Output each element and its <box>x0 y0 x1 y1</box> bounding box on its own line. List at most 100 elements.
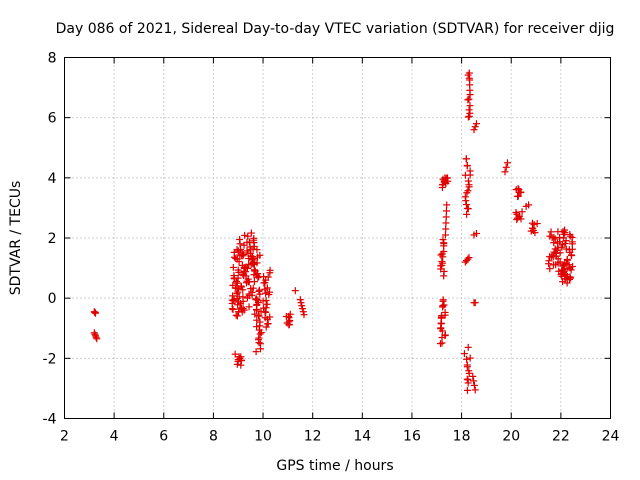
x-tick-label: 18 <box>453 429 471 445</box>
data-point <box>91 330 99 338</box>
data-point <box>464 376 472 384</box>
x-tick-label: 2 <box>60 429 69 445</box>
data-point <box>263 300 271 308</box>
data-point <box>92 309 100 317</box>
data-point <box>472 229 480 237</box>
x-tick-label: 24 <box>602 429 620 445</box>
data-point <box>255 312 263 320</box>
data-point <box>299 308 307 316</box>
data-point <box>239 252 247 260</box>
data-point <box>262 304 270 312</box>
data-point <box>256 330 264 338</box>
data-point <box>92 333 100 341</box>
data-point <box>558 267 566 275</box>
data-point <box>239 293 247 301</box>
data-point <box>296 296 304 304</box>
data-point <box>466 354 474 362</box>
data-point <box>249 284 257 292</box>
data-point <box>546 265 554 273</box>
data-point <box>561 226 569 234</box>
data-point <box>300 311 308 319</box>
data-point <box>471 299 479 307</box>
data-point <box>552 249 560 257</box>
data-point <box>554 228 562 236</box>
data-point <box>437 251 445 259</box>
y-tick-label: -2 <box>43 351 57 367</box>
data-point <box>463 386 471 394</box>
data-point <box>242 272 250 280</box>
data-point <box>285 321 293 329</box>
data-point <box>525 201 533 209</box>
data-point <box>234 288 242 296</box>
data-point <box>471 123 479 131</box>
x-tick-label: 22 <box>552 429 570 445</box>
data-point <box>237 283 245 291</box>
data-point <box>439 236 447 244</box>
data-point <box>233 279 241 287</box>
data-point <box>234 357 242 365</box>
data-point <box>464 177 472 185</box>
data-point <box>442 207 450 215</box>
data-point <box>443 201 451 209</box>
data-point <box>463 355 471 363</box>
data-point <box>461 193 469 201</box>
data-point <box>255 334 263 342</box>
data-point <box>243 239 251 247</box>
data-point <box>533 220 541 228</box>
data-point <box>438 258 446 266</box>
data-point <box>465 181 473 189</box>
data-point <box>463 161 471 169</box>
data-point <box>442 225 450 233</box>
data-point <box>470 381 478 389</box>
data-point <box>438 327 446 335</box>
data-point <box>229 306 237 314</box>
x-tick-label: 20 <box>502 429 520 445</box>
data-point <box>298 302 306 310</box>
data-point <box>567 274 575 282</box>
y-axis-label: SDTVAR / TECUs <box>8 181 24 296</box>
data-point <box>439 175 447 183</box>
data-point <box>465 95 473 103</box>
data-point <box>463 361 471 369</box>
data-point <box>502 163 510 171</box>
data-point <box>463 210 471 218</box>
data-point <box>442 213 450 221</box>
data-point <box>465 69 473 77</box>
y-tick-label: 0 <box>48 291 57 307</box>
data-point <box>504 159 512 167</box>
data-point <box>518 208 526 216</box>
data-point <box>465 367 473 375</box>
data-point <box>461 171 469 179</box>
data-point <box>561 240 569 248</box>
chart-title: Day 086 of 2021, Sidereal Day-to-day VTE… <box>56 21 615 37</box>
data-point <box>291 287 299 295</box>
x-axis-ticks: 2 4 6 8 10 12 14 16 18 20 22 24 <box>60 57 620 445</box>
data-point <box>562 245 570 253</box>
data-point <box>297 299 305 307</box>
data-point <box>247 229 255 237</box>
data-point <box>460 350 468 358</box>
data-point <box>464 255 472 263</box>
y-tick-label: 8 <box>48 51 57 67</box>
data-point <box>440 239 448 247</box>
data-point <box>237 304 245 312</box>
data-point <box>466 102 474 110</box>
data-point <box>264 273 272 281</box>
data-point <box>465 106 473 114</box>
data-point <box>466 167 474 175</box>
data-point <box>465 254 473 262</box>
y-tick-label: -4 <box>43 412 57 428</box>
x-tick-label: 4 <box>110 429 119 445</box>
data-point <box>241 231 249 239</box>
data-point <box>232 311 240 319</box>
x-tick-label: 14 <box>353 429 371 445</box>
data-point <box>231 350 239 358</box>
data-point <box>515 186 523 194</box>
data-points <box>90 69 577 394</box>
data-point <box>462 155 470 163</box>
data-point <box>233 360 241 368</box>
data-point <box>253 259 261 267</box>
data-point <box>472 120 480 128</box>
data-point <box>259 297 267 305</box>
data-point <box>254 274 262 282</box>
